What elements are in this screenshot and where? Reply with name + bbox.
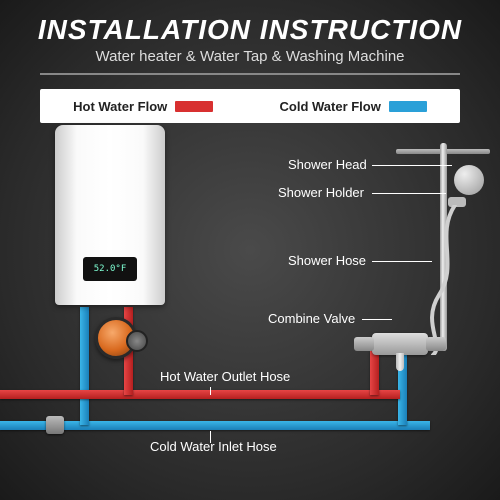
label-shower-head: Shower Head bbox=[288, 157, 367, 172]
pipe-cold-main bbox=[0, 421, 430, 430]
shower-hose-icon bbox=[425, 205, 469, 355]
shower-head-icon bbox=[454, 165, 484, 195]
page-title: INSTALLATION INSTRUCTION bbox=[0, 0, 500, 46]
pipe-cold-to-heater bbox=[80, 307, 89, 425]
pipe-hot-main bbox=[0, 390, 400, 399]
legend: Hot Water Flow Cold Water Flow bbox=[40, 89, 460, 123]
legend-cold-label: Cold Water Flow bbox=[280, 99, 381, 114]
legend-hot-label: Hot Water Flow bbox=[73, 99, 167, 114]
hot-swatch bbox=[175, 101, 213, 112]
heater-display: 52.0°F bbox=[83, 257, 137, 281]
cold-swatch bbox=[389, 101, 427, 112]
lead-shower-head bbox=[372, 165, 452, 166]
lead-combine-valve bbox=[362, 319, 392, 320]
label-shower-holder: Shower Holder bbox=[278, 185, 364, 200]
tee-joint bbox=[46, 416, 64, 434]
circulation-pump bbox=[95, 317, 137, 359]
water-heater: 52.0°F bbox=[55, 125, 165, 305]
lead-shower-hose bbox=[372, 261, 432, 262]
label-cold-inlet: Cold Water Inlet Hose bbox=[150, 439, 277, 454]
page-subtitle: Water heater & Water Tap & Washing Machi… bbox=[40, 48, 460, 75]
plumbing-diagram: 52.0°F Shower Head Shower Holder Shower … bbox=[0, 125, 500, 500]
lead-shower-holder bbox=[372, 193, 446, 194]
label-combine-valve: Combine Valve bbox=[268, 311, 355, 326]
pipe-hot-to-valve bbox=[370, 351, 379, 395]
label-shower-hose: Shower Hose bbox=[288, 253, 366, 268]
lead-cold-inlet bbox=[210, 431, 211, 443]
combine-valve-icon bbox=[372, 333, 428, 355]
label-hot-outlet: Hot Water Outlet Hose bbox=[160, 369, 290, 384]
lead-hot-outlet bbox=[210, 387, 211, 395]
legend-cold: Cold Water Flow bbox=[280, 99, 427, 114]
legend-hot: Hot Water Flow bbox=[73, 99, 213, 114]
